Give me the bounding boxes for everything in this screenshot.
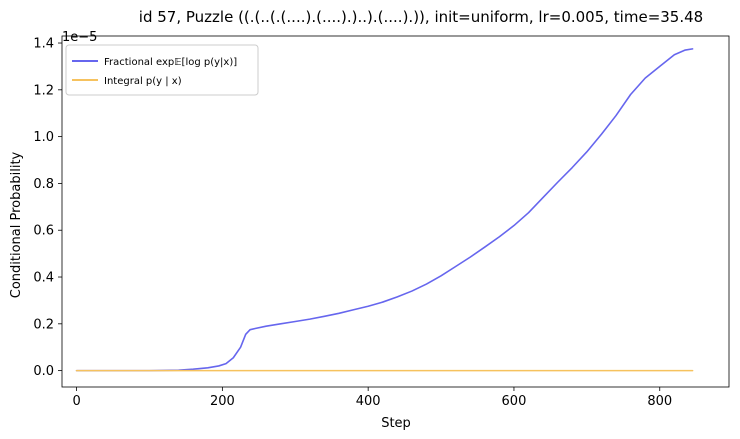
y-offset-label: 1e−5 [62, 30, 97, 45]
plot-area: 0 200 400 600 800 0.0 0.2 0.4 0.6 0.8 1.0 1.2 1.4 [33, 35, 730, 409]
y-ticks: 0.0 0.2 0.4 0.6 0.8 1.0 1.2 1.4 [33, 37, 62, 379]
x-tick-label: 200 [210, 394, 235, 409]
y-axis-label: Conditional Probability [9, 151, 24, 298]
y-tick-label: 0.2 [33, 317, 54, 332]
series-layer [75, 48, 694, 372]
chart-title: id 57, Puzzle ((.(..(.(....).(....).)..)… [139, 8, 703, 26]
x-axis-label: Step [381, 416, 411, 431]
legend-box [65, 44, 259, 96]
y-tick-label: 1.0 [33, 130, 54, 145]
y-tick-label: 1.4 [33, 37, 54, 52]
legend-label-integral: Integral p(y | x) [104, 76, 182, 87]
x-tick-label: 0 [72, 394, 80, 409]
y-tick-label: 0.0 [33, 364, 54, 379]
x-tick-label: 800 [647, 394, 672, 409]
x-tick-label: 400 [356, 394, 381, 409]
legend-label-fractional: Fractional exp𝔼[log p(y|x)] [104, 57, 237, 68]
series-line-0 [75, 48, 694, 372]
y-tick-label: 0.4 [33, 271, 54, 286]
y-tick-label: 0.8 [33, 177, 54, 192]
x-tick-label: 600 [502, 394, 527, 409]
legend: Fractional exp𝔼[log p(y|x)] Integral p(y… [65, 44, 259, 96]
x-ticks: 0 200 400 600 800 [72, 387, 672, 409]
plot-frame [61, 35, 730, 388]
y-tick-label: 1.2 [33, 83, 54, 98]
y-tick-label: 0.6 [33, 224, 54, 239]
